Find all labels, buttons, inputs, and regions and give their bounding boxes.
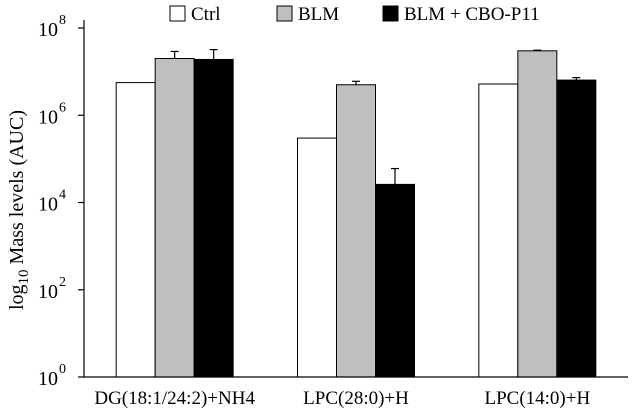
y-tick-base-2: 10	[38, 281, 58, 303]
y-tick-base-4: 10	[38, 106, 58, 128]
x-tick-label-2: LPC(28:0)+H	[303, 388, 409, 409]
x-tick-label-3: LPC(14:0)+H	[484, 388, 590, 409]
legend-label-blm-cbo: BLM + CBO-P11	[404, 4, 540, 25]
y-tick-exponent-2: 2	[59, 275, 66, 290]
y-tick-label-5: 10	[38, 19, 58, 41]
y-tick-exponent-5: 8	[59, 13, 66, 28]
bar-1-2	[297, 137, 337, 378]
legend-swatch-ctrl	[169, 5, 186, 22]
y-axis-title-subscript: 10	[16, 269, 32, 284]
y-tick-base-3: 10	[38, 194, 58, 216]
x-tick-label-1: DG(18:1/24:2)+NH4	[94, 388, 255, 409]
legend-label-blm: BLM	[298, 4, 339, 25]
y-tick-label-1: 10	[38, 368, 58, 390]
y-tick-label-3: 10	[38, 194, 58, 216]
y-tick-label-4: 10	[38, 106, 58, 128]
plot-area	[115, 48, 597, 378]
y-tick-exponent-4: 6	[59, 100, 66, 115]
legend-swatch-blm	[276, 5, 293, 22]
bar-1-3	[478, 83, 519, 378]
y-tick-label-2: 10	[38, 281, 58, 303]
y-tick-exponent-3: 4	[59, 188, 66, 203]
legend-swatch-blm-cbo	[382, 5, 399, 22]
bar-3-2	[375, 183, 415, 378]
legend-label-ctrl: Ctrl	[191, 4, 221, 25]
bar-1-1	[115, 82, 156, 378]
y-axis-title-prefix: log	[6, 284, 28, 310]
bar-2-1	[154, 57, 195, 378]
bar-3-3	[556, 79, 597, 378]
bar-2-3	[517, 50, 558, 378]
bar-3-1	[193, 58, 234, 378]
y-axis-title-rest: Mass levels (AUC)	[6, 110, 28, 269]
axes: DG(18:1/24:2)+NH4 LPC(28:0)+H LPC(14:0)+H 1…	[38, 13, 628, 409]
legend: Ctrl BLM BLM + CBO-P11	[169, 4, 540, 25]
y-tick-base-5: 10	[38, 19, 58, 41]
y-axis-title: log10 Mass levels (AUC)	[6, 110, 32, 310]
y-tick-base-1: 10	[38, 368, 58, 390]
y-tick-exponent-1: 0	[59, 362, 66, 377]
bar-2-2	[336, 84, 376, 378]
